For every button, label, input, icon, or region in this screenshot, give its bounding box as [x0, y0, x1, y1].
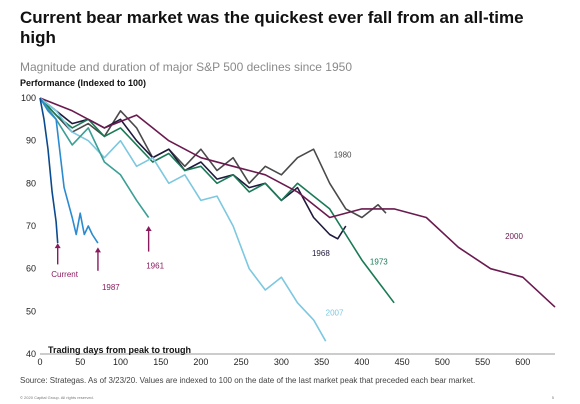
source-note: Source: Strategas. As of 3/23/20. Values…	[20, 376, 476, 385]
series-label: 1968	[312, 249, 330, 258]
y-tick-label: 100	[21, 93, 36, 103]
series-line-2007	[39, 97, 327, 342]
x-axis-label: Trading days from peak to trough	[48, 345, 191, 355]
x-tick-label: 550	[475, 357, 490, 367]
x-tick-label: 250	[234, 357, 249, 367]
series-line-1987	[39, 97, 99, 244]
annotation-arrows	[54, 226, 152, 271]
x-tick-label: 200	[193, 357, 208, 367]
series-label: 1973	[370, 257, 388, 266]
x-tick-label: 0	[37, 357, 42, 367]
y-axis-ticks: 40 50 60 70 80 90 100	[21, 93, 36, 359]
series-labels: 1980 1968 1973 2000 2007 1961 1987 Current	[51, 151, 523, 318]
x-tick-label: 300	[274, 357, 289, 367]
x-axis-ticks: 0 50 100 150 200 250 300 350 400 450 500 550 600	[37, 357, 530, 367]
series-label: 2000	[505, 232, 523, 241]
line-chart: Performance (Indexed to 100) 40 50 60 70 80 9…	[20, 78, 556, 367]
x-tick-label: 600	[515, 357, 530, 367]
x-tick-label: 450	[395, 357, 410, 367]
x-tick-label: 400	[354, 357, 369, 367]
y-tick-label: 90	[26, 136, 36, 146]
x-tick-label: 150	[153, 357, 168, 367]
series-label: 1987	[102, 283, 120, 292]
y-tick-label: 60	[26, 264, 36, 274]
annotation-arrow-head	[54, 243, 61, 249]
series-line-1961	[39, 97, 150, 218]
y-tick-label: 80	[26, 178, 36, 188]
x-tick-label: 50	[75, 357, 85, 367]
x-tick-label: 500	[435, 357, 450, 367]
chart-subtitle: Magnitude and duration of major S&P 500 …	[20, 60, 352, 74]
annotation-arrow-head	[94, 247, 101, 253]
x-tick-label: 350	[314, 357, 329, 367]
y-tick-label: 40	[26, 349, 36, 359]
series-line-1973	[39, 97, 395, 304]
series-label: 1961	[146, 262, 164, 271]
page-number: 5	[551, 395, 554, 400]
series-label: Current	[51, 270, 78, 279]
series-line-1980	[39, 97, 387, 219]
copyright-text: © 2020 Capital Group. All rights reserve…	[20, 395, 94, 400]
annotation-arrow-head	[145, 226, 152, 231]
x-tick-label: 100	[113, 357, 128, 367]
series-lines	[39, 97, 556, 342]
y-axis-label: Performance (Indexed to 100)	[20, 78, 146, 88]
series-line-2000	[39, 97, 556, 308]
y-tick-label: 50	[26, 306, 36, 316]
series-label: 1980	[334, 151, 352, 160]
series-line-current	[39, 97, 59, 244]
series-label: 2007	[326, 309, 344, 318]
y-tick-label: 70	[26, 221, 36, 231]
page-title: Current bear market was the quickest eve…	[20, 8, 524, 47]
